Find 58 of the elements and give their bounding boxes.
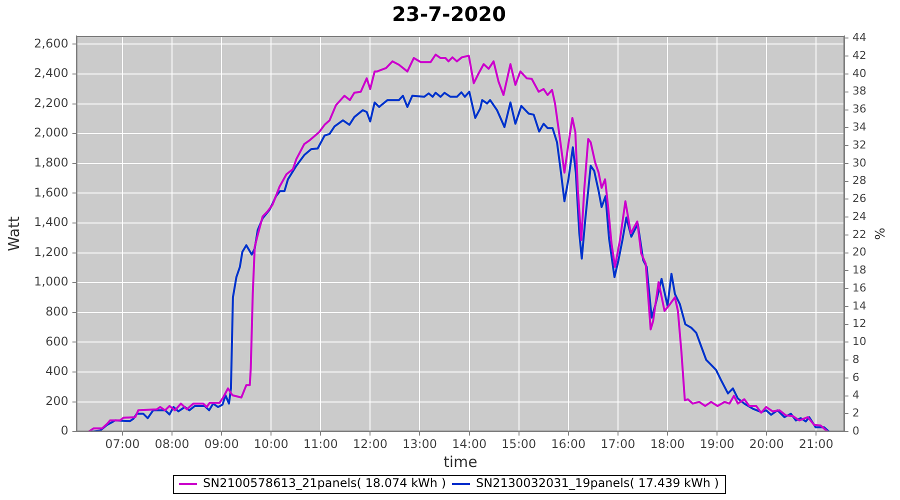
x-tick-label: 07:00 — [105, 436, 140, 451]
chart-title: 23-7-2020 — [392, 2, 506, 26]
x-axis-title: time — [443, 452, 478, 471]
x-tick-label: 10:00 — [254, 436, 288, 451]
y2-tick-label: 28 — [852, 174, 866, 188]
y2-tick-label: 16 — [852, 281, 866, 294]
y-tick-label: 400 — [45, 364, 68, 378]
x-tick-label: 15:00 — [502, 436, 536, 451]
y-tick-label: 600 — [45, 334, 68, 348]
y2-tick-label: 34 — [852, 120, 866, 134]
y2-tick-label: 8 — [852, 352, 860, 366]
y2-tick-label: 36 — [852, 102, 866, 116]
x-tick-label: 20:00 — [749, 436, 784, 451]
x-tick-label: 12:00 — [352, 436, 388, 451]
y-tick-label: 2,600 — [34, 36, 68, 50]
y2-tick-label: 40 — [852, 66, 866, 80]
y2-tick-label: 44 — [852, 31, 866, 44]
y-tick-label: 800 — [45, 304, 68, 319]
y2-tick-label: 14 — [852, 299, 866, 312]
y-tick-label: 1,000 — [34, 274, 68, 289]
y2-tick-label: 30 — [852, 156, 866, 170]
y2-tick-label: 38 — [852, 84, 866, 98]
y-axis-title: Watt — [4, 216, 23, 252]
y-tick-label: 1,800 — [34, 156, 68, 170]
y-tick-label: 1,400 — [34, 215, 68, 230]
x-tick-label: 18:00 — [650, 436, 685, 451]
y-tick-label: 2,000 — [34, 126, 68, 140]
x-tick-label: 16:00 — [551, 436, 586, 451]
y-tick-label: 1,200 — [34, 244, 68, 259]
y2-tick-label: 26 — [852, 192, 866, 206]
legend-label: SN2100578613_21panels( 18.074 kWh ) — [203, 476, 446, 490]
x-tick-label: 14:00 — [452, 436, 487, 451]
x-tick-label: 09:00 — [204, 436, 239, 451]
y-tick-label: 2,400 — [34, 66, 68, 80]
y-tick-label: 200 — [45, 394, 68, 408]
y2-tick-label: 10 — [852, 335, 866, 348]
y2-tick-label: 22 — [852, 228, 866, 241]
x-tick-label: 17:00 — [600, 436, 636, 451]
y-tick-label: 0 — [60, 424, 68, 438]
y2-tick-label: 4 — [852, 388, 860, 402]
x-tick-label: 19:00 — [700, 436, 734, 451]
y2-tick-label: 18 — [852, 264, 866, 277]
y2-axis-title: % — [870, 228, 886, 240]
y-tick-label: 1,600 — [34, 185, 68, 200]
y2-tick-label: 20 — [852, 246, 866, 259]
y2-tick-label: 2 — [852, 406, 860, 420]
x-tick-label: 08:00 — [154, 436, 190, 451]
y2-tick-label: 24 — [852, 210, 866, 223]
y-tick-label: 2,200 — [34, 96, 68, 110]
y2-tick-label: 12 — [852, 317, 866, 330]
y2-tick-label: 0 — [852, 424, 860, 438]
x-tick-label: 21:00 — [798, 436, 834, 451]
x-tick-label: 11:00 — [303, 436, 338, 451]
y2-tick-label: 6 — [852, 370, 860, 384]
legend-label: SN2130032031_19panels( 17.439 kWh ) — [476, 476, 719, 490]
y2-tick-label: 32 — [852, 138, 866, 152]
x-tick-label: 13:00 — [402, 436, 438, 451]
y2-tick-label: 42 — [852, 48, 866, 62]
